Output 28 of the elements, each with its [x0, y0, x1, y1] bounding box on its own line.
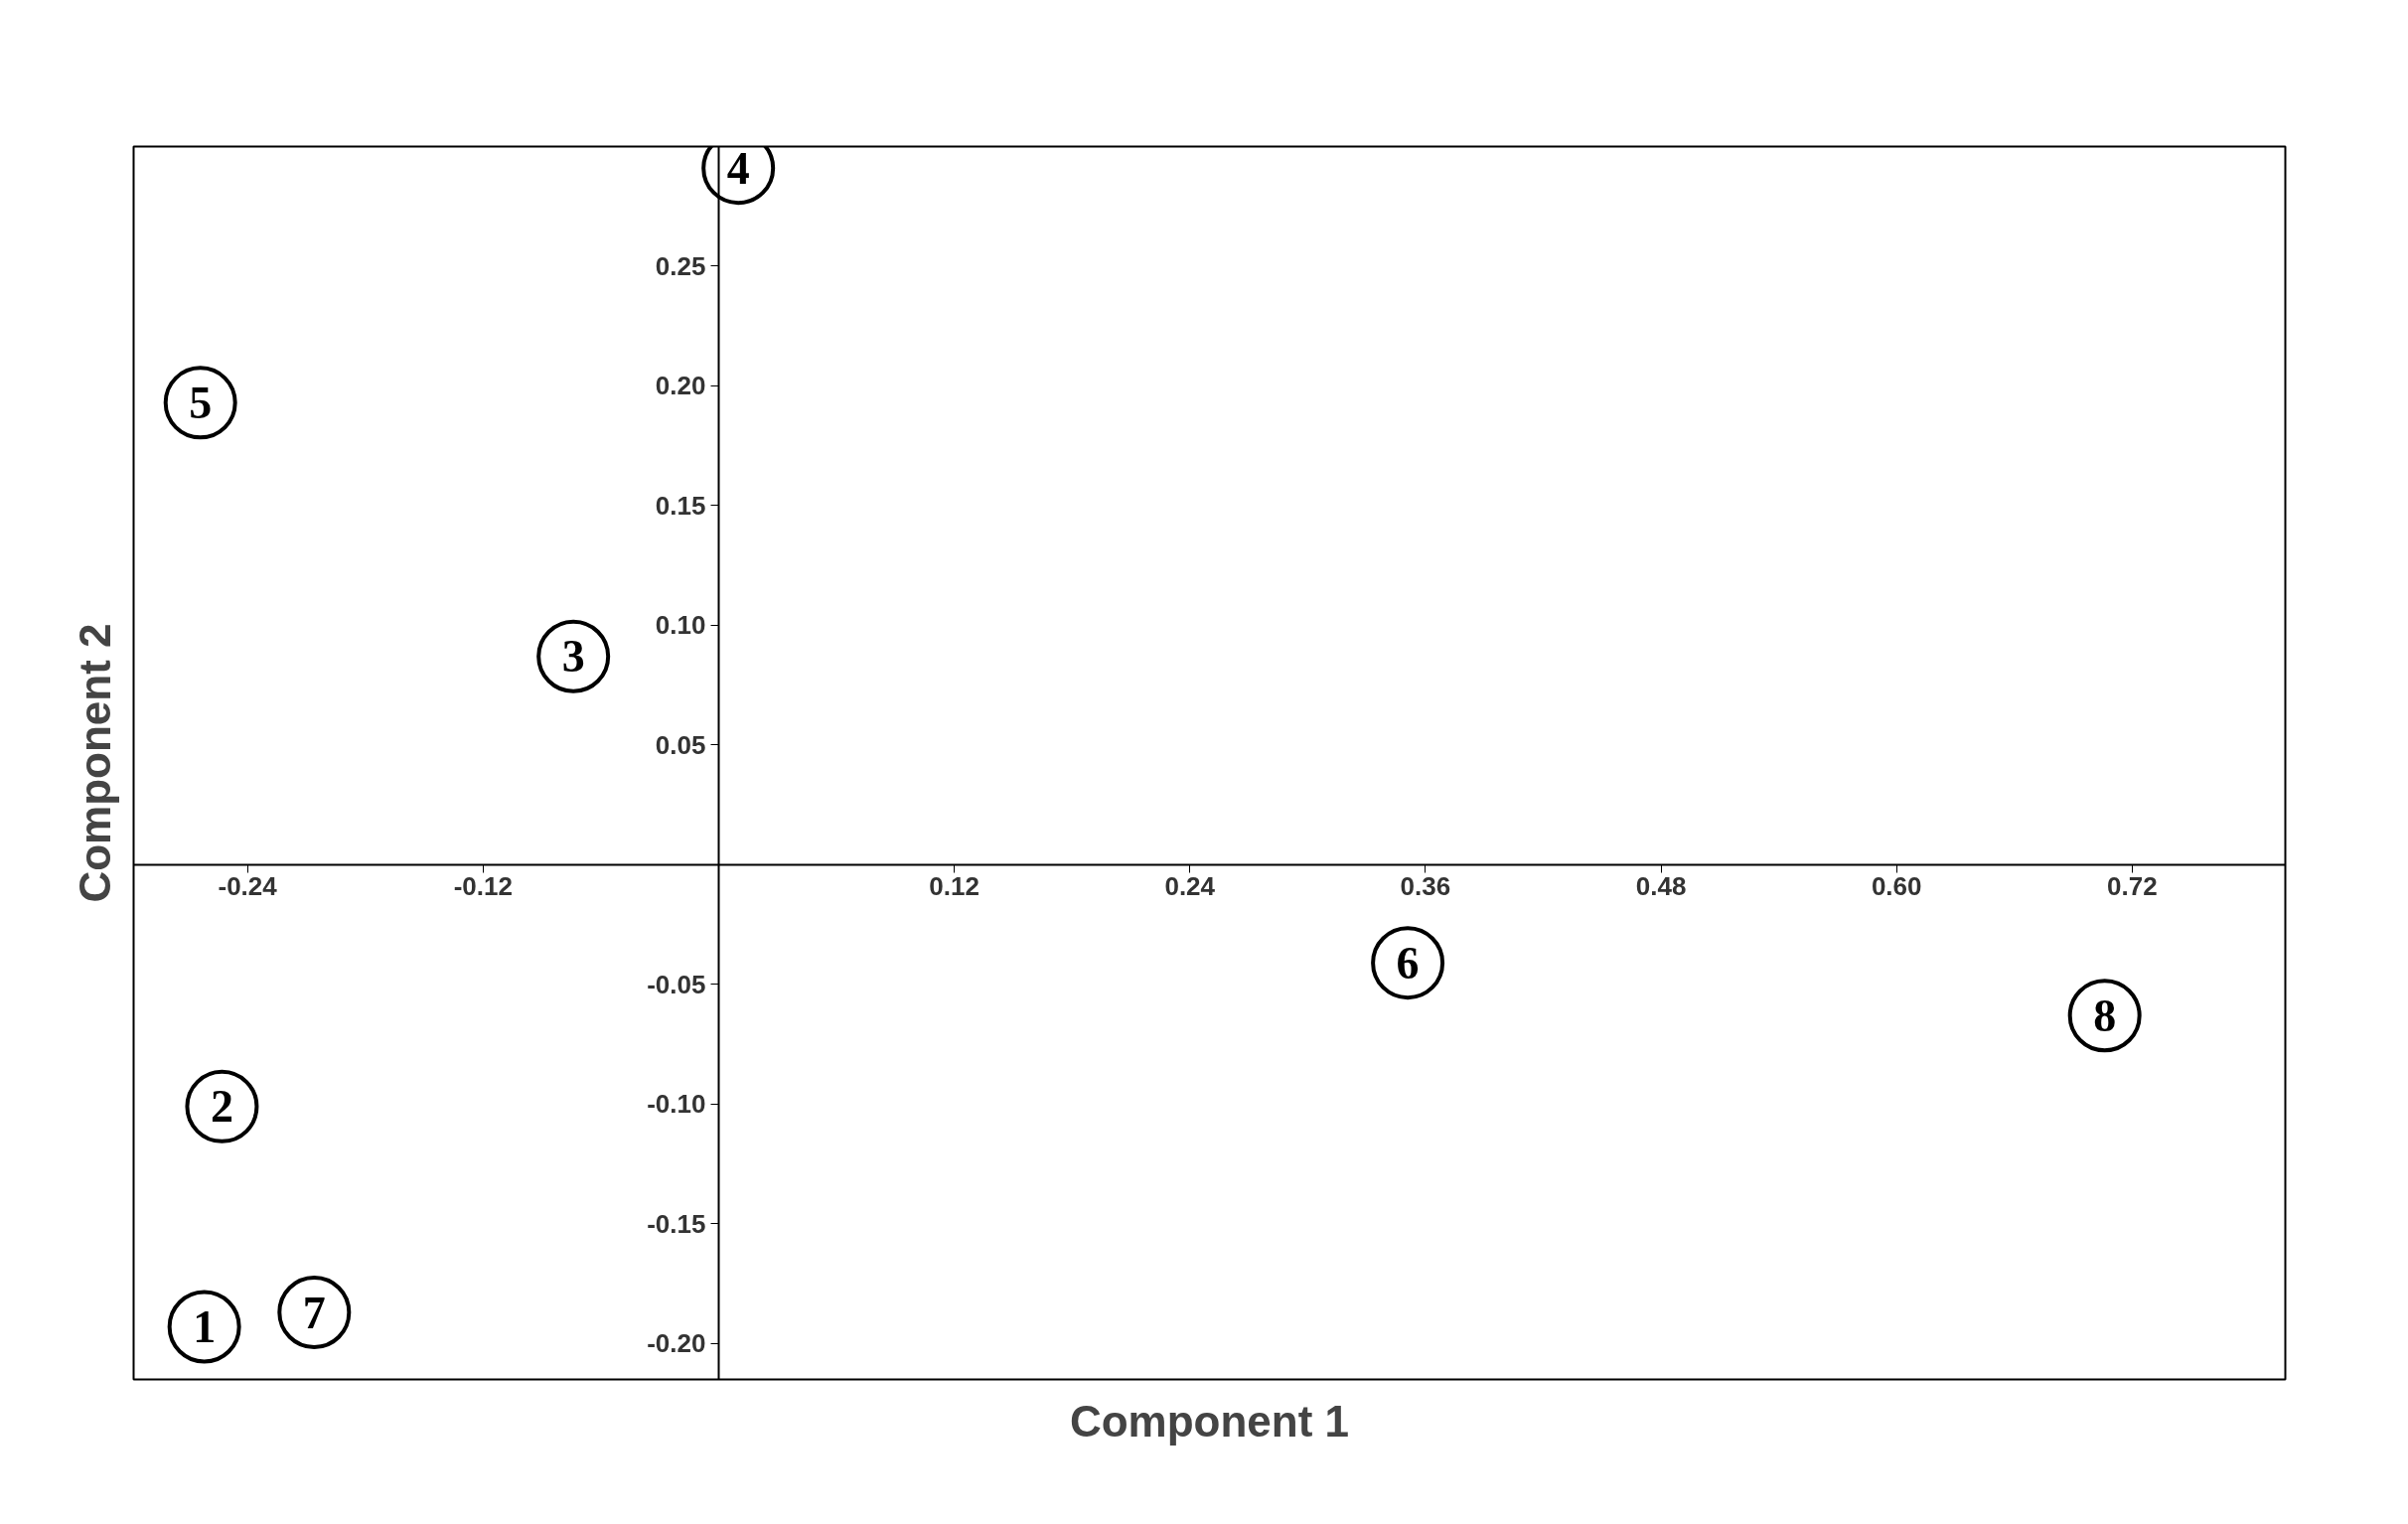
x-axis-title: Component 1 — [1069, 1396, 1350, 1446]
y-tick-label: -0.15 — [647, 1208, 706, 1239]
x-tick-label: 0.48 — [1635, 871, 1687, 902]
y-tick-label: 0.05 — [655, 729, 706, 760]
y-tick-label: 0.20 — [655, 371, 706, 401]
x-tick-label: 0.72 — [2107, 871, 2158, 902]
y-tick-label: 0.10 — [655, 610, 706, 641]
annotation: 8 — [2093, 990, 2117, 1041]
x-tick-label: -0.12 — [453, 871, 513, 902]
x-tick-label: 0.24 — [1164, 871, 1216, 902]
x-tick-label: -0.24 — [218, 871, 278, 902]
y-tick-label: -0.05 — [647, 969, 706, 999]
y-tick-label: 0.15 — [655, 490, 706, 521]
annotation: 1 — [193, 1300, 217, 1352]
x-tick-label: 0.60 — [1871, 871, 1922, 902]
point — [167, 1290, 241, 1364]
y-axis-title: Component 2 — [70, 623, 119, 903]
x-tick-label: 0.12 — [929, 871, 979, 902]
annotation: 6 — [1396, 937, 1420, 989]
annotation: 5 — [189, 377, 213, 428]
y-tick-label: 0.25 — [655, 250, 706, 281]
x-tick-label: 0.36 — [1400, 871, 1451, 902]
y-tick-label: -0.10 — [647, 1089, 706, 1120]
annotation: 2 — [210, 1081, 233, 1133]
annotation: 7 — [302, 1287, 326, 1338]
y-tick-label: -0.20 — [647, 1328, 706, 1359]
annotation: 4 — [726, 142, 750, 194]
annotation: 3 — [561, 631, 585, 683]
